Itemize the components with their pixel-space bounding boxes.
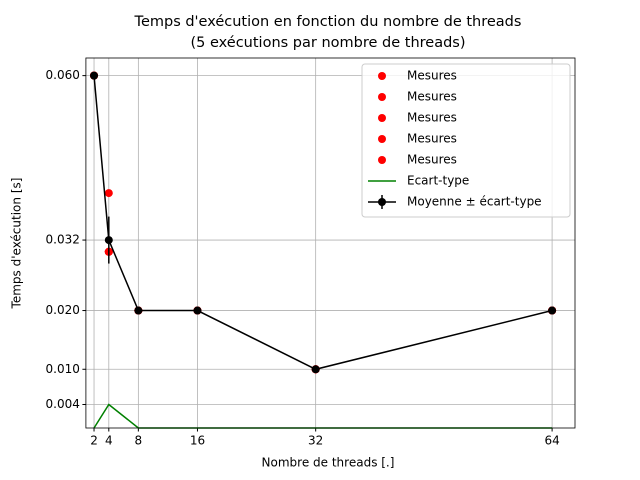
legend-label: Mesures [407, 132, 457, 146]
x-tick-label: 16 [190, 434, 205, 448]
legend-marker [378, 114, 386, 122]
x-tick-label: 4 [105, 434, 113, 448]
y-tick-label: 0.004 [46, 397, 80, 411]
legend-marker [378, 93, 386, 101]
y-tick-label: 0.010 [46, 362, 80, 376]
chart-subtitle: (5 exécutions par nombre de threads) [190, 35, 465, 51]
x-tick-label: 64 [544, 434, 559, 448]
legend-label: Ecart-type [407, 174, 469, 188]
legend-label: Mesures [407, 90, 457, 104]
legend-label: Mesures [407, 153, 457, 167]
line [93, 403, 553, 429]
legend-marker [378, 156, 386, 164]
mean-point [193, 306, 202, 315]
legend-marker [378, 72, 386, 80]
y-tick-label: 0.060 [46, 68, 80, 82]
legend-marker [378, 198, 386, 206]
chart-title: Temps d'exécution en fonction du nombre … [134, 14, 522, 30]
legend-label: Moyenne ± écart-type [407, 195, 542, 209]
scatter-point [104, 189, 113, 198]
legend-label: Mesures [407, 69, 457, 83]
x-tick-label: 32 [308, 434, 323, 448]
y-tick-label: 0.020 [46, 303, 80, 317]
plot-frame [85, 57, 576, 429]
legend-marker [378, 135, 386, 143]
legend-box [361, 63, 571, 218]
x-axis-label: Nombre de threads [.] [262, 456, 395, 470]
mean-point [134, 306, 143, 315]
mean-point [104, 236, 113, 245]
mean-point [90, 71, 99, 80]
y-tick-label: 0.032 [46, 233, 80, 247]
mean-point [548, 306, 557, 315]
mean-line [93, 75, 553, 371]
x-tick-label: 2 [90, 434, 98, 448]
y-axis-label: Temps d'exécution [s] [10, 178, 24, 310]
legend-label: Mesures [407, 111, 457, 125]
x-tick-label: 8 [135, 434, 143, 448]
mean-point [311, 365, 320, 374]
